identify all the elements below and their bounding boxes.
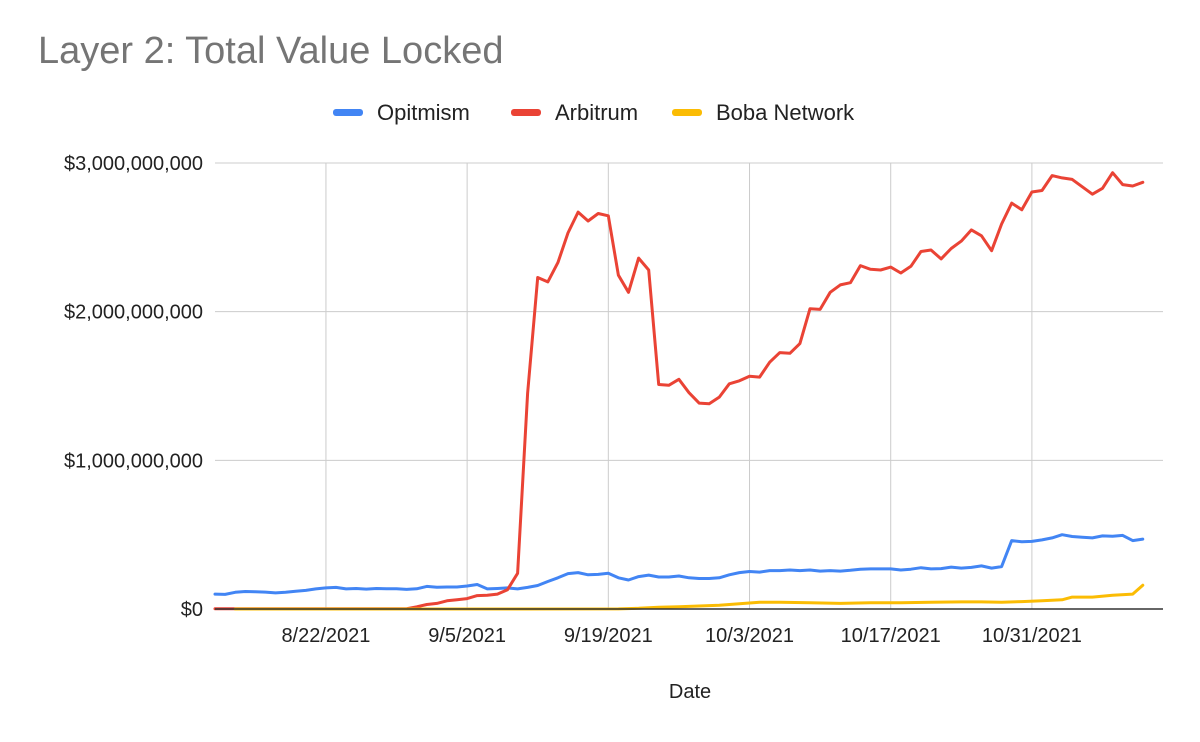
legend-label: Boba Network	[716, 100, 855, 125]
y-tick-label: $3,000,000,000	[64, 153, 203, 175]
series-lines	[213, 171, 1145, 611]
x-tick-label: 10/3/2021	[705, 625, 794, 647]
x-tick-label: 9/19/2021	[564, 625, 653, 647]
x-axis-title: Date	[669, 681, 711, 703]
legend-swatch	[511, 109, 541, 116]
x-tick-label: 8/22/2021	[281, 625, 370, 647]
y-tick-label: $2,000,000,000	[64, 302, 203, 324]
chart-title: Layer 2: Total Value Locked	[38, 30, 504, 72]
series-line-arbitrum	[213, 171, 1145, 611]
x-tick-label: 9/5/2021	[428, 625, 506, 647]
x-tick-label: 10/31/2021	[982, 625, 1082, 647]
y-tick-label: $1,000,000,000	[64, 450, 203, 472]
legend: Opitmism Arbitrum Boba Network	[333, 100, 855, 125]
grid-lines	[215, 162, 1163, 609]
x-tick-label: 10/17/2021	[841, 625, 941, 647]
axes: $0 $1,000,000,000 $2,000,000,000 $3,000,000…	[64, 153, 1163, 703]
series-line-opitmism	[213, 533, 1145, 596]
y-tick-label: $0	[181, 599, 203, 621]
legend-swatch	[333, 109, 363, 116]
legend-label: Opitmism	[377, 100, 470, 125]
legend-swatch	[672, 109, 702, 116]
legend-label: Arbitrum	[555, 100, 638, 125]
